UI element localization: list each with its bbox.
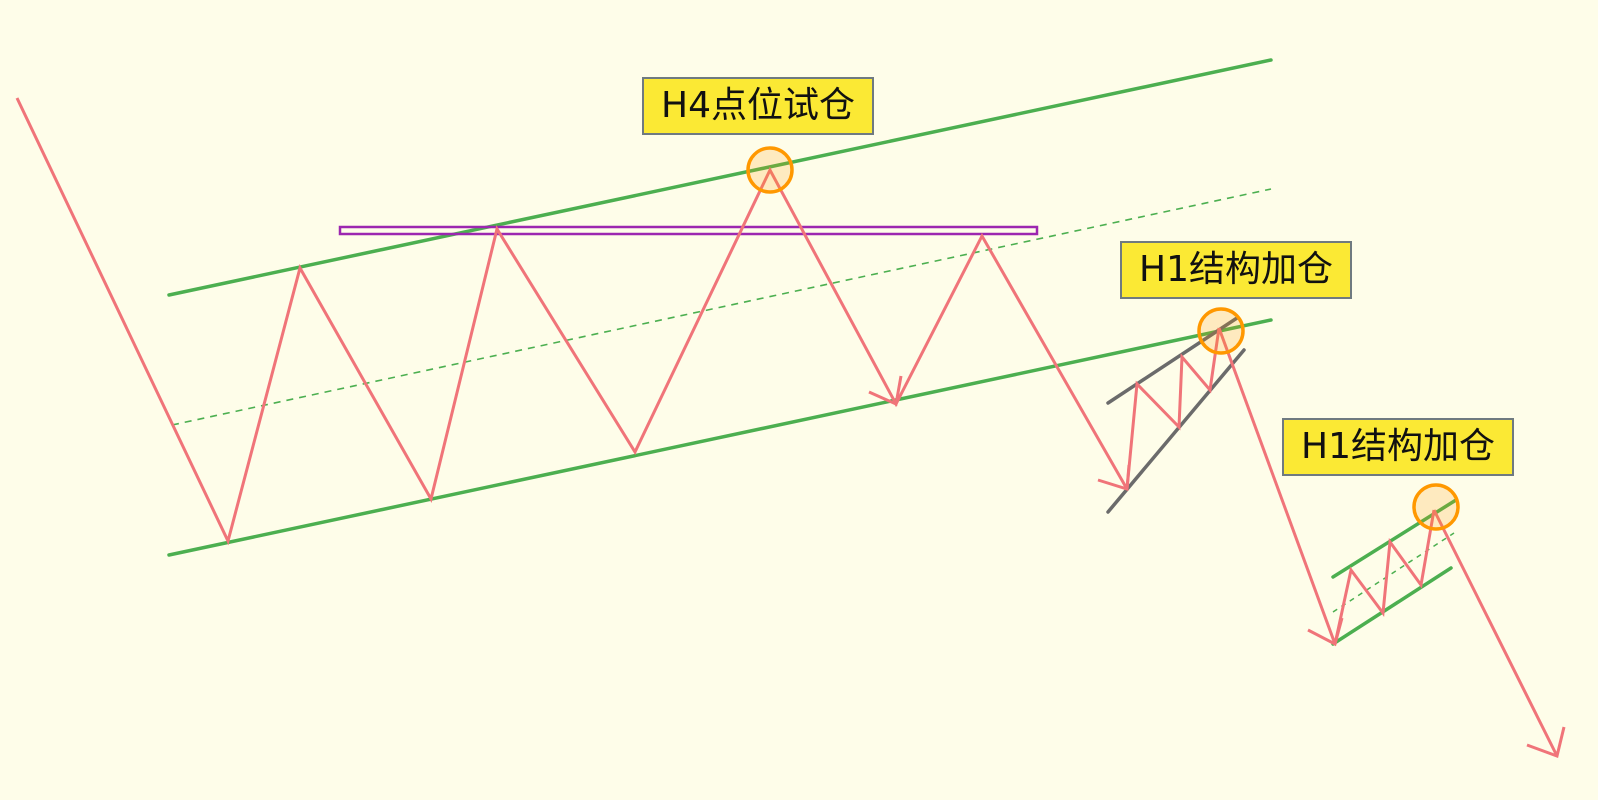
channel-midline xyxy=(171,188,1272,426)
entry-marker-h1-second xyxy=(1412,483,1460,531)
channel-upper-line xyxy=(167,58,1273,297)
label-h4-entry: H4点位试仓 xyxy=(642,77,874,135)
price-path-wedge-1 xyxy=(1125,327,1221,490)
price-path-breakdown xyxy=(1432,509,1559,757)
wedge-1-lower-line xyxy=(1106,348,1246,514)
entry-marker-h1-first xyxy=(1197,307,1245,355)
channel-2-lower-line xyxy=(1331,566,1453,646)
label-h1-add-first: H1结构加仓 xyxy=(1120,241,1352,299)
wedge-1-upper-line xyxy=(1106,316,1239,405)
arrowhead-breakdown xyxy=(1526,726,1566,758)
price-path-drop-1 xyxy=(1217,327,1337,645)
channel-2-midline xyxy=(1332,532,1455,613)
price-path-channel-2 xyxy=(1333,509,1436,645)
entry-marker-h4 xyxy=(746,146,794,194)
arrowhead-channel-low xyxy=(868,375,903,407)
resistance-band xyxy=(338,225,1039,236)
price-path-main xyxy=(15,97,1129,546)
channel-lower-line xyxy=(167,318,1273,557)
label-h1-add-second: H1结构加仓 xyxy=(1282,418,1514,476)
